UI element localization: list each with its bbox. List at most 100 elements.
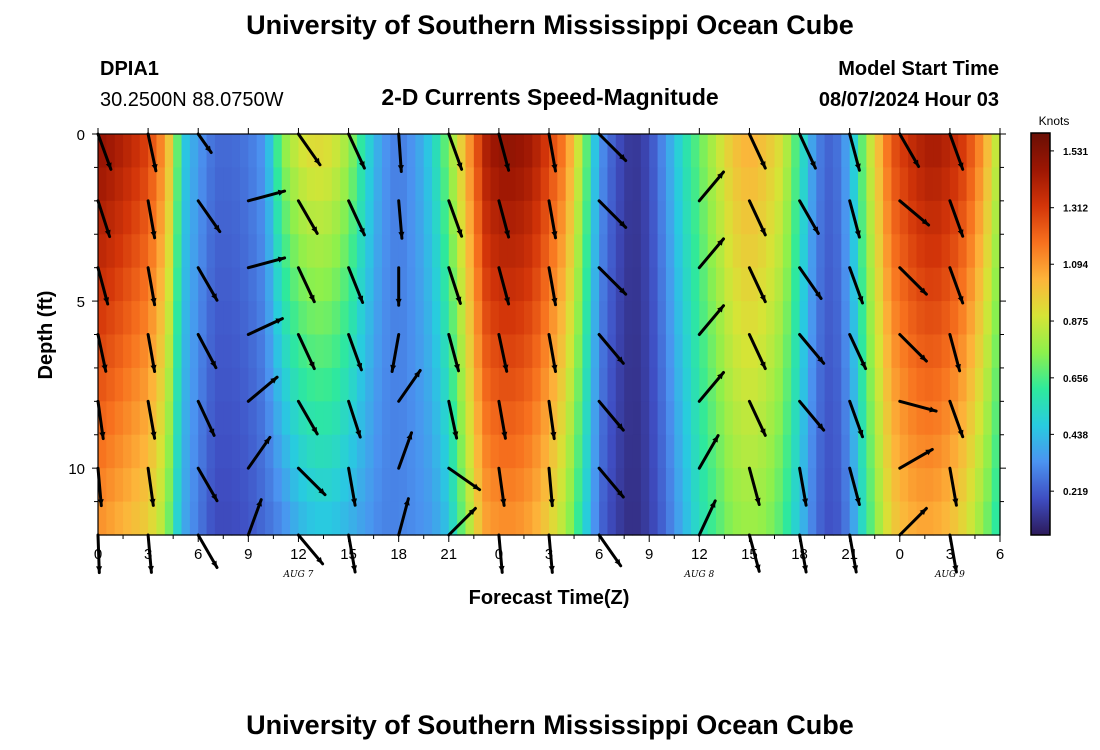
heatmap-cell (223, 334, 233, 369)
heatmap-cell (448, 468, 458, 503)
heatmap-cell (356, 200, 366, 235)
heatmap-cell (607, 200, 617, 235)
heatmap-cell (782, 234, 792, 269)
current-arrow (347, 199, 366, 237)
heatmap-cell (131, 200, 141, 235)
heatmap-cell (490, 434, 500, 469)
heatmap-cell (832, 167, 842, 202)
heatmap-cell (991, 401, 1001, 436)
current-arrow (347, 266, 365, 304)
current-arrow (497, 333, 509, 373)
heatmap-cell (139, 501, 149, 536)
heatmap-cell (373, 267, 383, 302)
heatmap-cell (198, 167, 208, 202)
current-arrow (798, 466, 808, 507)
heatmap-cell (858, 367, 867, 402)
heatmap-cell (231, 468, 241, 503)
heatmap-cell (523, 501, 533, 536)
heatmap-cell (398, 134, 408, 169)
current-arrow (447, 399, 459, 440)
heatmap-cell (582, 367, 592, 402)
heatmap-cell (974, 301, 984, 336)
heatmap-cell (807, 234, 817, 269)
heatmap-cell (557, 301, 567, 336)
heatmap-cell (749, 167, 759, 202)
heatmap-cell (665, 367, 675, 402)
heatmap-cell (114, 234, 124, 269)
heatmap-cell (214, 167, 224, 202)
heatmap-cell (265, 301, 274, 336)
heatmap-cell (498, 501, 508, 536)
heatmap-cell (916, 234, 926, 269)
current-arrow (898, 447, 934, 470)
heatmap-cell (106, 367, 116, 402)
heatmap-cell (891, 167, 901, 202)
heatmap-cell (198, 434, 208, 469)
heatmap-cell (198, 234, 208, 269)
heatmap-cell (782, 401, 792, 436)
heatmap-cell (749, 267, 759, 302)
heatmap-cell (908, 200, 918, 235)
heatmap-cell (991, 468, 1001, 503)
heatmap-cell (515, 200, 525, 235)
heatmap-cell (883, 401, 893, 436)
heatmap-cell (615, 501, 625, 536)
heatmap-cell (590, 167, 600, 202)
heatmap-cell (540, 134, 550, 169)
heatmap-cell (699, 167, 709, 202)
heatmap-cell (749, 434, 759, 469)
x-tick-label: 21 (841, 546, 858, 563)
current-arrow (96, 333, 108, 373)
heatmap-cell (557, 367, 567, 402)
current-arrow (296, 132, 322, 167)
heatmap-cell (640, 367, 650, 402)
heatmap-cell (741, 434, 751, 469)
heatmap-cell (590, 468, 600, 503)
heatmap-cell (707, 267, 717, 302)
heatmap-cell (457, 501, 467, 536)
current-arrow (246, 317, 284, 336)
heatmap-cell (265, 401, 274, 436)
current-arrow (547, 399, 557, 441)
heatmap-cell (649, 334, 659, 369)
heatmap-cell (724, 267, 734, 302)
heatmap-cell (273, 434, 283, 469)
current-arrow (146, 333, 157, 373)
current-arrow (447, 266, 462, 305)
heatmap-cell (214, 334, 224, 369)
heatmap-cell (916, 434, 926, 469)
heatmap-cell (732, 468, 742, 503)
heatmap-cell (949, 134, 959, 169)
heatmap-cell (223, 267, 233, 302)
heatmap-cell (206, 234, 216, 269)
heatmap-cell (331, 434, 341, 469)
heatmap-cell (615, 334, 625, 369)
heatmap-cell (340, 267, 350, 302)
heatmap-cell (974, 468, 984, 503)
heatmap-cell (916, 401, 926, 436)
heatmap-cell (248, 367, 258, 402)
heatmap-cell (156, 401, 166, 436)
heatmap-cell (632, 301, 642, 336)
current-arrow (497, 399, 508, 440)
heatmap-cell (732, 200, 742, 235)
heatmap-cell (164, 134, 174, 169)
heatmap-cell (741, 301, 751, 336)
heatmap-cell (574, 367, 584, 402)
heatmap-cell (239, 234, 249, 269)
heatmap-cell (732, 434, 742, 469)
heatmap-cell (239, 167, 249, 202)
heatmap-cell (206, 301, 216, 336)
heatmap-cell (557, 401, 567, 436)
heatmap-cell (440, 367, 450, 402)
heatmap-cell (883, 501, 893, 536)
heatmap-cell (256, 234, 266, 269)
heatmap-cell (473, 267, 483, 302)
heatmap-cell (908, 367, 918, 402)
heatmap-cell (632, 134, 642, 169)
heatmap-cell (98, 401, 107, 436)
x-axis-label: Forecast Time(Z) (469, 587, 630, 609)
heatmap-cell (724, 434, 734, 469)
heatmap-cell (298, 334, 308, 369)
